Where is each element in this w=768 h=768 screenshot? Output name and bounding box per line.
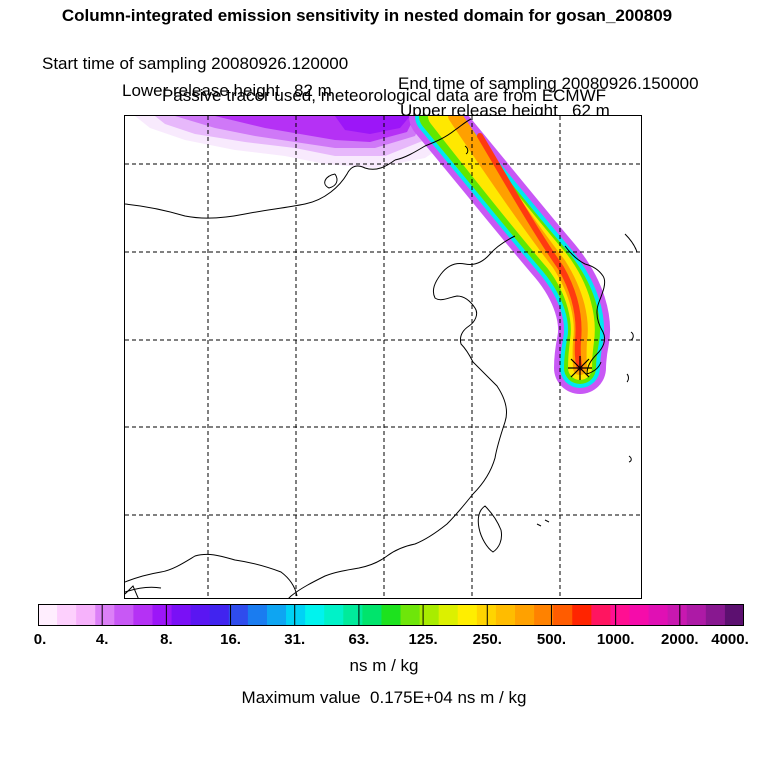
map-canvas — [125, 116, 641, 598]
colorbar-swatch — [610, 604, 631, 626]
sampling-time-row: Start time of sampling 20080926.120000 E… — [0, 34, 768, 94]
colorbar-swatch — [381, 604, 402, 626]
star-marker — [568, 356, 592, 380]
colorbar-swatch — [419, 604, 440, 626]
colorbar-swatch — [95, 604, 115, 626]
colorbar-swatch — [534, 604, 554, 626]
emission-plume — [409, 116, 611, 394]
colorbar-tick-label: 0. — [33, 631, 47, 648]
colorbar-tick-label: 4. — [95, 631, 109, 648]
end-time-label: End time of sampling 20080926.150000 — [398, 74, 699, 93]
colorbar-swatch — [57, 604, 77, 626]
colorbar-swatch — [476, 604, 497, 626]
coastlines — [125, 118, 638, 598]
colorbar-swatch — [38, 604, 58, 626]
colorbar-swatch — [343, 604, 363, 626]
start-time-label: Start time of sampling 20080926.120000 — [42, 54, 349, 73]
colorbar-border — [38, 604, 744, 626]
colorbar-swatch — [133, 604, 153, 626]
colorbar-tick-label: 8. — [160, 631, 173, 648]
colorbar-tick-label: 31. — [284, 631, 306, 648]
colorbar-swatch — [76, 604, 96, 626]
colorbar-swatch — [724, 604, 744, 626]
plume-band-red — [477, 133, 583, 371]
colorbar-tick-label: 16. — [220, 631, 241, 648]
colorbar-swatch — [209, 604, 230, 626]
colorbar-swatch — [286, 604, 306, 626]
colorbar-swatch — [152, 604, 173, 626]
maximum-value: Maximum value 0.175E+04 ns m / kg — [241, 688, 527, 707]
colorbar-swatch — [705, 604, 726, 626]
colorbar-tick-label: 63. — [348, 631, 370, 648]
colorbar-swatch — [553, 604, 573, 626]
colorbar-swatch — [228, 604, 249, 626]
colorbar-swatch — [457, 604, 478, 626]
colorbar-swatch — [515, 604, 535, 626]
colorbar-unit: ns m / kg — [349, 656, 419, 675]
colorbar — [38, 604, 744, 626]
colorbar-swatch — [266, 604, 287, 626]
colorbar-swatch — [114, 604, 134, 626]
plot-title: Column-integrated emission sensitivity i… — [61, 6, 673, 25]
colorbar-swatch — [247, 604, 268, 626]
colorbar-swatch — [438, 604, 459, 626]
colorbar-tick-label: 4000. — [711, 631, 749, 648]
colorbar-tick-label: 1000. — [596, 631, 635, 648]
colorbar-tick-label: 125. — [408, 631, 438, 648]
colorbar-swatch — [324, 604, 344, 626]
colorbar-tick-label: 500. — [536, 631, 567, 648]
colorbar-swatch — [400, 604, 421, 626]
colorbar-swatch — [629, 604, 650, 626]
colorbar-tick-label: 2000. — [661, 631, 699, 648]
lower-height-label: Lower release height 82 m — [122, 81, 332, 100]
low-sensitivity-region — [135, 116, 455, 168]
colorbar-swatch — [495, 604, 516, 626]
lat-lon-grid — [125, 116, 641, 598]
colorbar-swatch — [305, 604, 325, 626]
colorbar-tick-label: 250. — [472, 631, 502, 648]
colorbar-swatch — [572, 604, 592, 626]
colorbar-swatch — [171, 604, 192, 626]
colorbar-swatch — [667, 604, 688, 626]
colorbar-swatch — [362, 604, 382, 626]
colorbar-swatch — [686, 604, 707, 626]
colorbar-swatch — [591, 604, 611, 626]
colorbar-swatch — [190, 604, 211, 626]
sensitivity-map — [124, 115, 642, 599]
colorbar-swatch — [648, 604, 669, 626]
tracer-note: Passive tracer used, meteorological data… — [161, 86, 607, 105]
